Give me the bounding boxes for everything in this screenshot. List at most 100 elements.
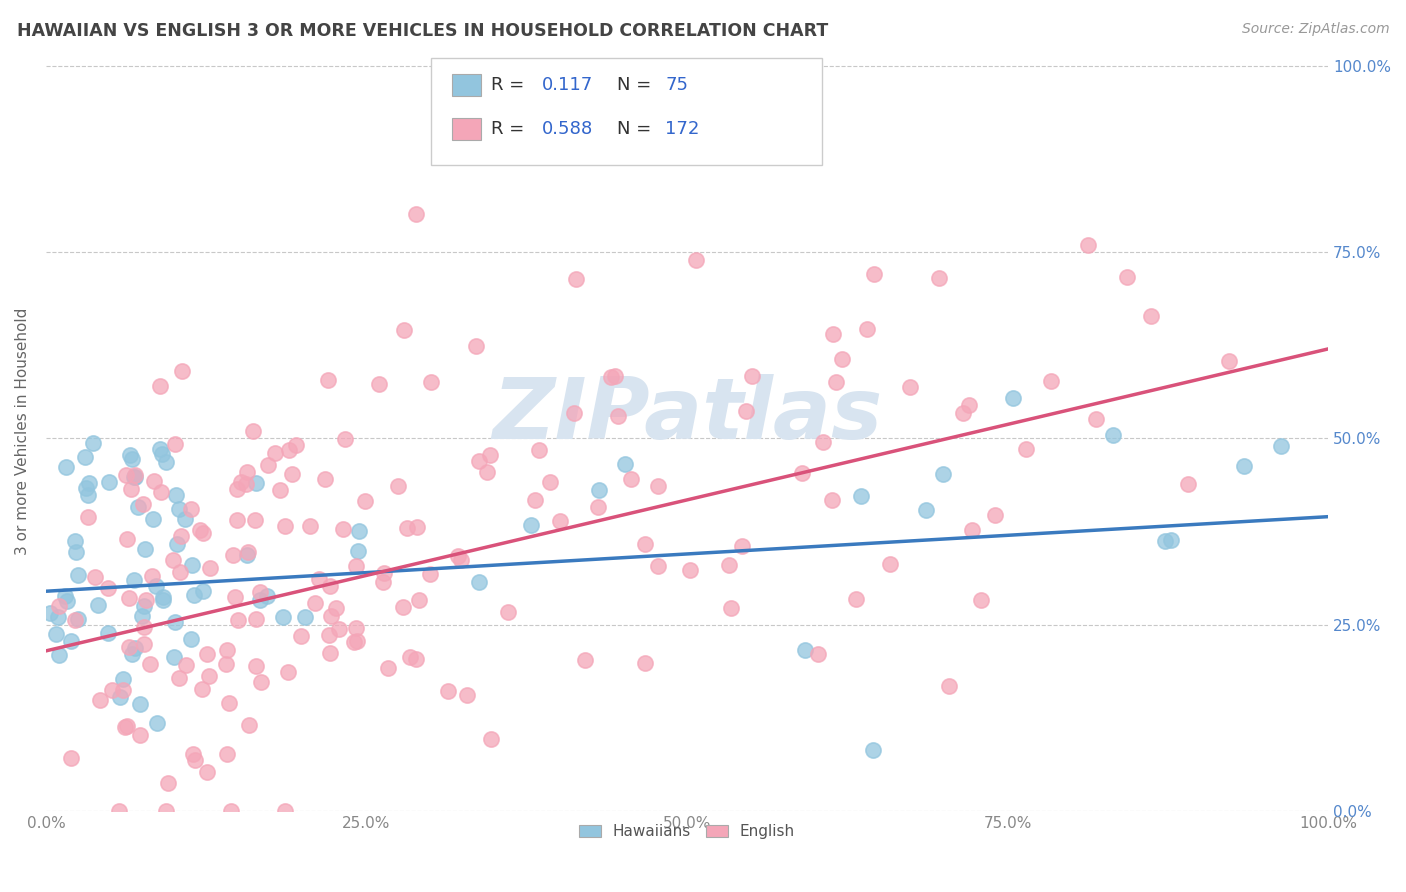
Point <box>195 765 218 780</box>
Point <box>55 594 77 608</box>
Point <box>524 493 547 508</box>
Text: 75: 75 <box>665 76 689 94</box>
Point <box>145 578 167 592</box>
Point <box>77 509 100 524</box>
Point <box>308 573 330 587</box>
Point <box>831 351 853 366</box>
Point <box>607 409 630 423</box>
Point <box>464 339 486 353</box>
Legend: Hawaiians, English: Hawaiians, English <box>574 818 801 846</box>
Text: Source: ZipAtlas.com: Source: ZipAtlas.com <box>1241 22 1389 37</box>
Point <box>1076 238 1098 252</box>
Point <box>520 517 543 532</box>
Point <box>181 558 204 572</box>
Point <box>118 448 141 462</box>
Point <box>155 804 177 818</box>
Point <box>128 728 150 742</box>
Point <box>134 637 156 651</box>
Point <box>347 544 370 558</box>
Point <box>114 720 136 734</box>
Point <box>183 588 205 602</box>
Point <box>325 601 347 615</box>
Point <box>115 718 138 732</box>
Point <box>163 650 186 665</box>
Point <box>174 657 197 672</box>
Point <box>222 549 245 563</box>
Point <box>794 643 817 657</box>
Point <box>328 622 350 636</box>
Point <box>456 688 478 702</box>
Point <box>285 438 308 452</box>
Point <box>731 539 754 553</box>
Point <box>249 584 271 599</box>
Point <box>602 129 624 144</box>
Point <box>200 561 222 575</box>
Point <box>1102 427 1125 442</box>
Point <box>166 537 188 551</box>
Point <box>371 575 394 590</box>
Point <box>121 452 143 467</box>
Point <box>647 478 669 492</box>
Point <box>984 508 1007 522</box>
Point <box>717 558 740 573</box>
Point <box>226 613 249 627</box>
Point <box>250 675 273 690</box>
Point <box>134 620 156 634</box>
Point <box>226 482 249 496</box>
Point <box>97 625 120 640</box>
Point <box>406 520 429 534</box>
Point <box>111 683 134 698</box>
Point <box>59 634 82 648</box>
Point <box>39 606 62 620</box>
Point <box>59 751 82 765</box>
Point <box>180 502 202 516</box>
Point <box>1139 310 1161 324</box>
Point <box>807 647 830 661</box>
Point <box>408 593 430 607</box>
Y-axis label: 3 or more Vehicles in Household: 3 or more Vehicles in Household <box>15 307 30 555</box>
Point <box>236 545 259 559</box>
Point <box>447 549 470 563</box>
Point <box>257 458 280 472</box>
Point <box>193 584 215 599</box>
Point <box>132 599 155 613</box>
Point <box>1233 459 1256 474</box>
Point <box>269 483 291 497</box>
Point <box>316 373 339 387</box>
Point <box>115 532 138 546</box>
Point <box>191 681 214 696</box>
Point <box>121 647 143 661</box>
Point <box>191 526 214 541</box>
Point <box>960 523 983 537</box>
Point <box>564 272 586 286</box>
Point <box>149 442 172 456</box>
Point <box>118 640 141 655</box>
Point <box>938 679 960 693</box>
Point <box>741 369 763 384</box>
Point <box>141 569 163 583</box>
Point <box>304 597 326 611</box>
Point <box>48 610 70 624</box>
Point <box>851 489 873 503</box>
Point <box>1015 442 1038 456</box>
Point <box>120 482 142 496</box>
Point <box>634 536 657 550</box>
FancyBboxPatch shape <box>430 58 821 165</box>
Point <box>146 716 169 731</box>
Point <box>249 592 271 607</box>
Point <box>620 472 643 486</box>
Point <box>1177 477 1199 491</box>
Point <box>825 375 848 389</box>
Point <box>152 590 174 604</box>
Point <box>63 613 86 627</box>
Point <box>65 545 87 559</box>
Point <box>735 404 758 418</box>
Point <box>332 522 354 536</box>
Point <box>218 696 240 710</box>
Point <box>87 598 110 612</box>
Point <box>65 533 87 548</box>
Point <box>75 482 97 496</box>
Point <box>932 467 955 481</box>
Point <box>394 322 416 336</box>
Point <box>273 804 295 818</box>
